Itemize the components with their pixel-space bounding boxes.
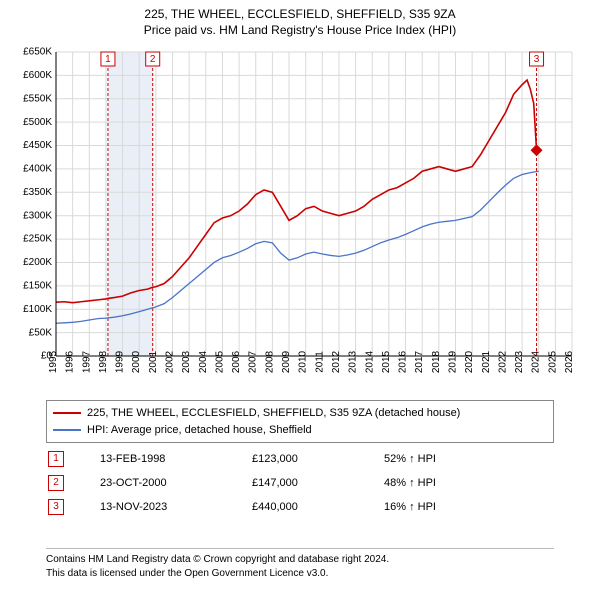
- y-tick-label: £500K: [23, 117, 52, 128]
- marker-number: 1: [105, 54, 111, 65]
- marker-number: 3: [534, 54, 540, 65]
- x-tick-label: 2006: [231, 350, 242, 373]
- marker-pct-cell: 48% ↑ HPI: [384, 472, 552, 494]
- marker-price-cell: £123,000: [252, 448, 382, 470]
- x-tick-label: 1997: [81, 350, 92, 373]
- x-tick-label: 2013: [348, 350, 359, 373]
- footer-notice: Contains HM Land Registry data © Crown c…: [46, 548, 554, 580]
- x-tick-label: 2021: [481, 350, 492, 373]
- x-tick-label: 2008: [264, 350, 275, 373]
- marker-pct-cell: 52% ↑ HPI: [384, 448, 552, 470]
- x-tick-label: 2004: [198, 350, 209, 373]
- x-tick-label: 2020: [464, 350, 475, 373]
- footer-line1: Contains HM Land Registry data © Crown c…: [46, 553, 554, 567]
- x-tick-label: 2019: [447, 350, 458, 373]
- x-tick-label: 1996: [65, 350, 76, 373]
- x-tick-label: 2000: [131, 350, 142, 373]
- y-tick-label: £400K: [23, 164, 52, 175]
- legend-row: 225, THE WHEEL, ECCLESFIELD, SHEFFIELD, …: [53, 405, 547, 422]
- legend-swatch: [53, 429, 81, 431]
- y-tick-label: £50K: [29, 327, 53, 338]
- x-tick-label: 2011: [314, 351, 325, 373]
- x-tick-label: 2001: [148, 350, 159, 373]
- y-tick-label: £550K: [23, 93, 52, 104]
- x-tick-label: 1995: [48, 350, 59, 373]
- x-tick-label: 2005: [214, 350, 225, 373]
- y-tick-label: £650K: [23, 47, 52, 58]
- marker-pct-cell: 16% ↑ HPI: [384, 496, 552, 518]
- x-tick-label: 2022: [497, 350, 508, 373]
- marker-table: 113-FEB-1998£123,00052% ↑ HPI223-OCT-200…: [46, 446, 554, 520]
- x-tick-label: 2014: [364, 350, 375, 373]
- marker-num-cell: 1: [48, 448, 98, 470]
- x-tick-label: 2002: [165, 350, 176, 373]
- marker-date-cell: 13-NOV-2023: [100, 496, 250, 518]
- marker-date-cell: 13-FEB-1998: [100, 448, 250, 470]
- marker-number: 2: [150, 54, 156, 65]
- title-line2: Price paid vs. HM Land Registry's House …: [0, 22, 600, 38]
- y-tick-label: £200K: [23, 257, 52, 268]
- marker-num-cell: 3: [48, 496, 98, 518]
- y-tick-label: £300K: [23, 210, 52, 221]
- legend-label: 225, THE WHEEL, ECCLESFIELD, SHEFFIELD, …: [87, 405, 460, 422]
- x-tick-label: 2015: [381, 350, 392, 373]
- legend-row: HPI: Average price, detached house, Shef…: [53, 422, 547, 439]
- legend-label: HPI: Average price, detached house, Shef…: [87, 422, 312, 439]
- marker-row: 113-FEB-1998£123,00052% ↑ HPI: [48, 448, 552, 470]
- y-tick-label: £100K: [23, 304, 52, 315]
- x-tick-label: 1999: [115, 350, 126, 373]
- marker-row: 313-NOV-2023£440,00016% ↑ HPI: [48, 496, 552, 518]
- y-tick-label: £600K: [23, 70, 52, 81]
- marker-row: 223-OCT-2000£147,00048% ↑ HPI: [48, 472, 552, 494]
- x-tick-label: 2009: [281, 350, 292, 373]
- x-tick-label: 2018: [431, 350, 442, 373]
- y-tick-label: £250K: [23, 234, 52, 245]
- chart-title-block: 225, THE WHEEL, ECCLESFIELD, SHEFFIELD, …: [0, 0, 600, 38]
- chart-area: £0£50K£100K£150K£200K£250K£300K£350K£400…: [12, 46, 588, 390]
- x-tick-label: 2007: [248, 350, 259, 373]
- legend-box: 225, THE WHEEL, ECCLESFIELD, SHEFFIELD, …: [46, 400, 554, 443]
- marker-num-cell: 2: [48, 472, 98, 494]
- y-tick-label: £150K: [23, 280, 52, 291]
- x-tick-label: 2003: [181, 350, 192, 373]
- title-line1: 225, THE WHEEL, ECCLESFIELD, SHEFFIELD, …: [0, 6, 600, 22]
- footer-line2: This data is licensed under the Open Gov…: [46, 567, 554, 581]
- x-tick-label: 2012: [331, 350, 342, 373]
- x-tick-label: 2016: [398, 350, 409, 373]
- legend-swatch: [53, 412, 81, 414]
- y-tick-label: £450K: [23, 140, 52, 151]
- y-tick-label: £350K: [23, 187, 52, 198]
- x-tick-label: 2023: [514, 350, 525, 373]
- x-tick-label: 2026: [564, 350, 575, 373]
- marker-date-cell: 23-OCT-2000: [100, 472, 250, 494]
- marker-price-cell: £440,000: [252, 496, 382, 518]
- highlight-band: [108, 52, 153, 356]
- x-tick-label: 2010: [298, 350, 309, 373]
- line-chart-svg: £0£50K£100K£150K£200K£250K£300K£350K£400…: [12, 46, 588, 390]
- x-tick-label: 2025: [547, 350, 558, 373]
- marker-price-cell: £147,000: [252, 472, 382, 494]
- x-tick-label: 1998: [98, 350, 109, 373]
- x-tick-label: 2017: [414, 350, 425, 373]
